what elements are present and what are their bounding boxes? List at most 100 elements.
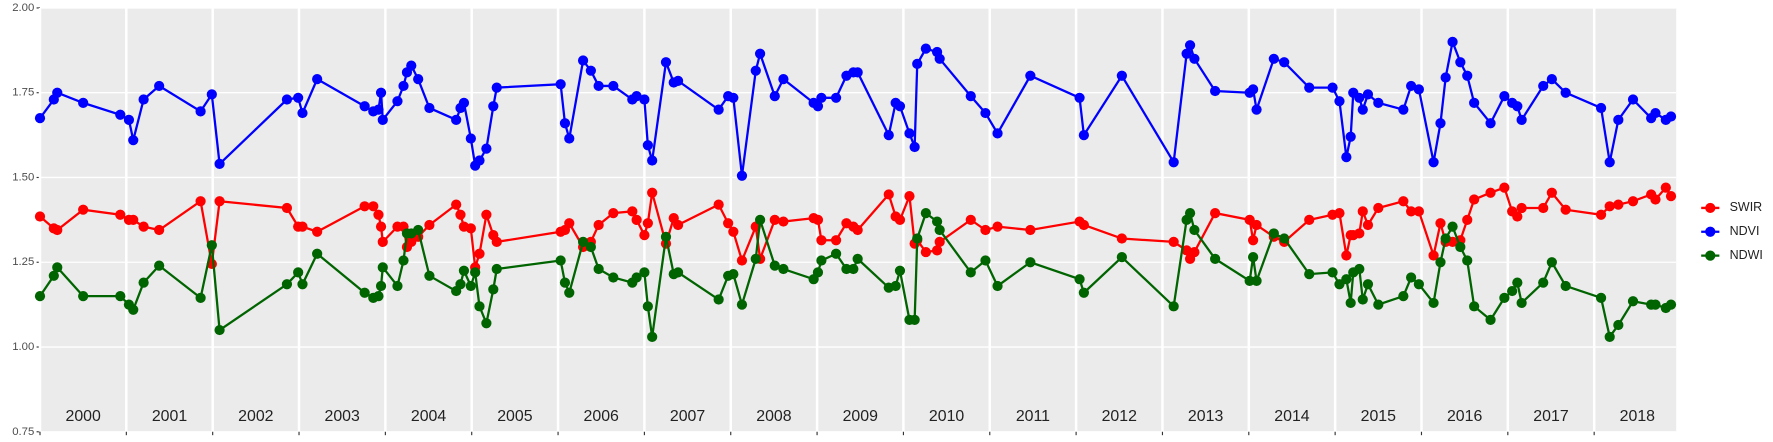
point bbox=[52, 224, 63, 236]
x-tick-label: 2015 bbox=[1361, 408, 1397, 425]
point bbox=[293, 267, 304, 278]
point bbox=[830, 92, 842, 103]
point bbox=[642, 301, 653, 312]
x-tick-label: 2018 bbox=[1620, 408, 1656, 425]
x-tick-label: 2014 bbox=[1274, 408, 1310, 425]
point bbox=[660, 57, 672, 68]
point bbox=[1613, 114, 1624, 125]
point bbox=[1512, 101, 1523, 112]
point bbox=[728, 92, 739, 103]
point bbox=[830, 248, 842, 259]
point bbox=[424, 270, 435, 281]
point bbox=[1357, 206, 1368, 217]
point bbox=[1341, 250, 1352, 261]
point bbox=[1507, 285, 1518, 297]
point bbox=[1413, 279, 1425, 290]
y-tick-label: 2.00 bbox=[12, 2, 34, 14]
point bbox=[830, 235, 842, 246]
point bbox=[488, 284, 499, 295]
point bbox=[1538, 202, 1549, 214]
x-tick-label: 2011 bbox=[1016, 408, 1050, 425]
point bbox=[398, 255, 409, 266]
point bbox=[465, 280, 476, 292]
point bbox=[920, 207, 931, 219]
point bbox=[1334, 207, 1345, 219]
x-tick-label: 2002 bbox=[238, 408, 274, 425]
point bbox=[195, 196, 206, 207]
point bbox=[123, 114, 135, 125]
point bbox=[458, 97, 470, 109]
point bbox=[1455, 241, 1466, 253]
point bbox=[78, 204, 89, 215]
point bbox=[608, 80, 619, 92]
point bbox=[52, 262, 63, 273]
point bbox=[1560, 204, 1571, 215]
point bbox=[1499, 90, 1510, 102]
point bbox=[1538, 80, 1549, 92]
point bbox=[555, 79, 566, 90]
point bbox=[377, 114, 388, 125]
point bbox=[1546, 187, 1557, 198]
point bbox=[1025, 224, 1036, 236]
point bbox=[631, 272, 642, 283]
point bbox=[1398, 291, 1409, 302]
point bbox=[672, 267, 684, 278]
point bbox=[138, 94, 149, 105]
point bbox=[631, 90, 642, 102]
point bbox=[359, 287, 370, 298]
legend-point bbox=[1705, 250, 1716, 261]
point bbox=[52, 87, 63, 98]
point bbox=[723, 218, 734, 229]
point bbox=[920, 43, 931, 54]
point bbox=[1345, 297, 1356, 309]
point bbox=[138, 221, 149, 232]
point bbox=[1469, 301, 1480, 312]
legend-label: NDWI bbox=[1730, 248, 1763, 262]
point bbox=[1613, 199, 1624, 210]
point bbox=[465, 133, 476, 144]
point bbox=[769, 90, 780, 102]
point bbox=[909, 141, 920, 153]
point bbox=[1595, 209, 1607, 220]
point bbox=[1116, 233, 1127, 244]
x-tick-label: 2017 bbox=[1533, 408, 1569, 425]
point bbox=[458, 265, 470, 276]
point bbox=[992, 128, 1003, 139]
point bbox=[577, 55, 589, 66]
x-tick-label: 2000 bbox=[65, 408, 101, 425]
y-tick-label: 1.50 bbox=[12, 171, 34, 183]
point bbox=[1251, 104, 1262, 115]
point bbox=[1604, 157, 1615, 168]
point bbox=[1078, 219, 1089, 231]
point bbox=[297, 279, 308, 290]
point bbox=[297, 107, 308, 119]
point bbox=[1357, 104, 1368, 115]
point bbox=[1428, 250, 1439, 261]
point bbox=[1516, 297, 1527, 309]
point bbox=[1074, 274, 1085, 285]
point bbox=[377, 236, 388, 248]
point bbox=[559, 118, 571, 129]
point bbox=[577, 236, 589, 248]
point bbox=[1279, 233, 1290, 244]
point bbox=[1025, 70, 1036, 81]
point bbox=[894, 214, 906, 225]
point bbox=[585, 65, 596, 76]
x-tick-label: 2004 bbox=[411, 408, 447, 425]
point bbox=[214, 158, 225, 170]
point bbox=[848, 263, 859, 275]
point bbox=[778, 216, 789, 227]
point bbox=[1469, 97, 1480, 109]
point bbox=[980, 224, 991, 236]
point bbox=[1116, 70, 1127, 81]
point bbox=[375, 87, 387, 98]
point bbox=[812, 101, 824, 112]
point bbox=[736, 170, 748, 181]
point bbox=[1406, 272, 1417, 283]
point bbox=[965, 214, 976, 225]
point bbox=[1398, 196, 1409, 207]
point bbox=[1435, 218, 1446, 229]
point bbox=[593, 263, 604, 275]
point bbox=[1650, 299, 1661, 310]
